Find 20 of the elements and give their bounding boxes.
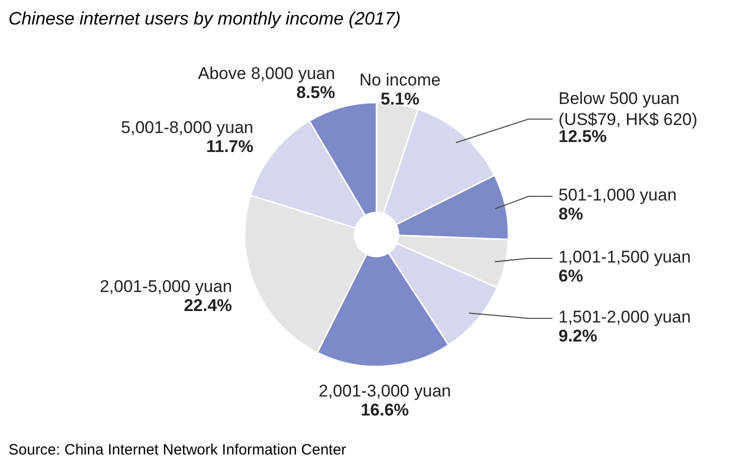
data-label: 9.2% [558, 326, 598, 346]
slice-label: 5,001-8,000 yuan [121, 118, 254, 138]
data-label: 5.1% [380, 89, 420, 108]
data-label: 6% [558, 266, 584, 286]
slice-label: No income [359, 70, 441, 90]
chart-title: Chinese internet users by monthly income (2017) [8, 8, 401, 28]
data-label: 12.5% [558, 127, 607, 146]
data-label: 8% [558, 204, 584, 224]
slice-label: 2,001-3,000 yuan [318, 381, 451, 400]
data-label: 8.5% [296, 83, 336, 102]
slice-label: 1,501-2,000 yuan [558, 307, 691, 326]
slice-label: Above 8,000 yuan [198, 64, 336, 84]
slice-label: 2,001-5,000 yuan [100, 276, 232, 296]
data-label: 16.6% [360, 400, 409, 420]
slice-label: 501-1,000 yuan [558, 185, 677, 204]
source-note: Source: China Internet Network Information Center [8, 442, 346, 458]
data-label: 11.7% [206, 137, 254, 156]
slice-label: 1,001-1,500 yuan [558, 247, 691, 266]
slice-label: Below 500 yuan (US$79, HK$ 620) [558, 89, 698, 130]
data-label: 22.4% [184, 296, 232, 315]
